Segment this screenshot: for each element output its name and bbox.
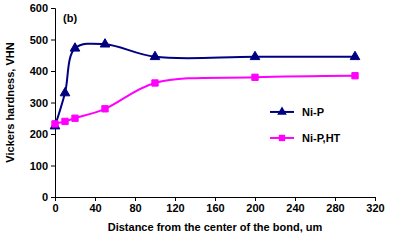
marker — [72, 115, 78, 121]
tick-label: 120 — [166, 202, 184, 214]
tick-label: 80 — [129, 202, 141, 214]
tick: 500 — [30, 34, 55, 46]
marker — [50, 121, 60, 129]
legend-label: Ni-P,HT — [302, 132, 341, 144]
tick-mark — [255, 197, 256, 201]
tick-mark — [51, 197, 55, 198]
tick-mark — [215, 197, 216, 201]
legend-item: Ni-P,HT — [270, 132, 341, 144]
tick: 160 — [206, 197, 224, 214]
tick-label: 240 — [286, 202, 304, 214]
marker — [150, 51, 160, 59]
tick: 100 — [30, 160, 55, 172]
tick-label: 0 — [42, 191, 48, 203]
marker — [250, 51, 260, 59]
legend-label: Ni-P — [302, 106, 324, 118]
annotation: (b) — [63, 12, 77, 24]
tick-label: 280 — [326, 202, 344, 214]
tick-mark — [95, 197, 96, 201]
tick: 600 — [30, 2, 55, 14]
legend-marker — [279, 135, 285, 141]
marker — [352, 73, 358, 79]
tick-label: 0 — [52, 202, 58, 214]
tick-label: 400 — [30, 65, 48, 77]
tick: 400 — [30, 65, 55, 77]
tick-mark — [51, 8, 55, 9]
series-line — [55, 44, 355, 127]
tick-label: 40 — [89, 202, 101, 214]
marker — [62, 118, 68, 124]
x-axis-title: Distance from the center of the bond, um — [108, 221, 323, 233]
tick-label: 200 — [246, 202, 264, 214]
tick-mark — [51, 40, 55, 41]
y-axis: 0 100 200 300 400 500 600 — [30, 2, 56, 203]
tick-label: 300 — [30, 97, 48, 109]
marker — [70, 43, 80, 51]
tick-mark — [51, 71, 55, 72]
legend-marker — [277, 106, 287, 114]
tick-label: 600 — [30, 2, 48, 14]
tick-mark — [375, 197, 376, 201]
legend-item: Ni-P — [270, 106, 324, 118]
marker — [60, 88, 70, 96]
marker — [52, 121, 58, 127]
chart: 0 40 80 120 160 200 240 280 320 0 100 200 300 400 500 6… — [0, 0, 400, 239]
marker — [102, 106, 108, 112]
tick: 40 — [89, 197, 101, 214]
marker — [152, 80, 158, 86]
marker — [100, 39, 110, 47]
tick-mark — [51, 134, 55, 135]
tick: 320 — [366, 197, 384, 214]
tick: 0 — [42, 191, 55, 203]
series-line — [55, 76, 355, 124]
tick-mark — [51, 166, 55, 167]
tick-label: 160 — [206, 202, 224, 214]
tick: 300 — [30, 97, 55, 109]
marker — [350, 51, 360, 59]
axis-line — [51, 9, 56, 198]
tick-mark — [335, 197, 336, 201]
tick: 120 — [166, 197, 184, 214]
tick: 200 — [246, 197, 264, 214]
tick: 80 — [129, 197, 141, 214]
tick-label: 500 — [30, 34, 48, 46]
tick-mark — [135, 197, 136, 201]
x-axis: 0 40 80 120 160 200 240 280 320 — [52, 197, 384, 214]
tick-mark — [175, 197, 176, 201]
tick: 200 — [30, 128, 55, 140]
tick-label: 320 — [366, 202, 384, 214]
plot: 0 40 80 120 160 200 240 280 320 0 100 200 300 400 500 6… — [30, 2, 385, 214]
y-axis-title: Vickers hardness, VHN — [4, 42, 16, 162]
legend: Ni-P Ni-P,HT — [270, 106, 341, 144]
tick-label: 100 — [30, 160, 48, 172]
marker — [252, 74, 258, 80]
data — [50, 39, 360, 129]
tick-mark — [295, 197, 296, 201]
tick-mark — [51, 103, 55, 104]
tick: 0 — [52, 197, 58, 214]
tick: 240 — [286, 197, 304, 214]
tick-label: 200 — [30, 128, 48, 140]
axis-line — [56, 198, 376, 202]
tick: 280 — [326, 197, 344, 214]
